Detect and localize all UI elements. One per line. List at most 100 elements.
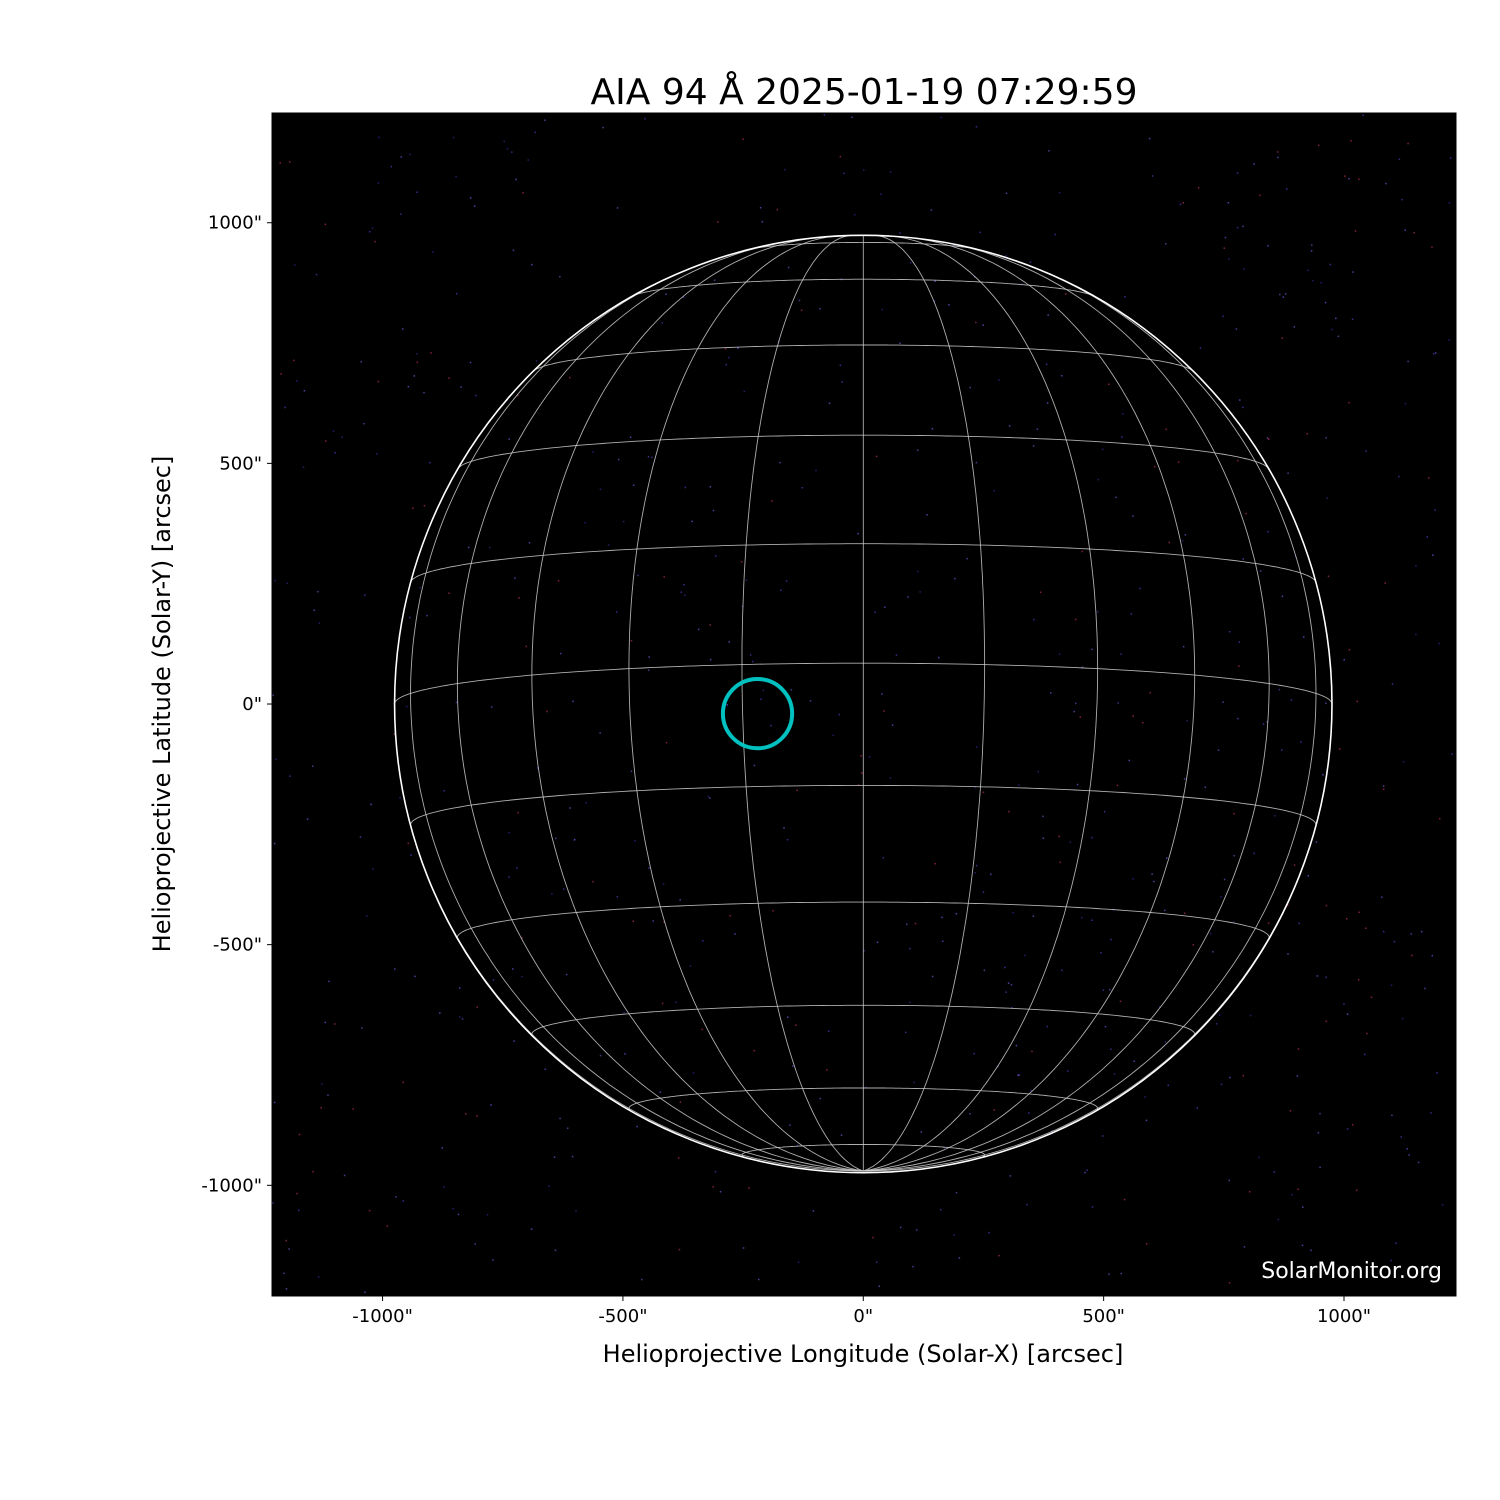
noise-pixel — [713, 279, 716, 281]
noise-pixel — [352, 1108, 354, 1110]
noise-pixel — [296, 1192, 298, 1195]
noise-pixel — [979, 231, 982, 234]
noise-pixel — [1426, 536, 1429, 538]
noise-pixel — [286, 582, 289, 585]
noise-pixel — [644, 117, 646, 120]
noise-pixel — [1381, 896, 1383, 898]
noise-pixel — [327, 1094, 329, 1096]
noise-pixel — [571, 1155, 574, 1158]
noise-pixel — [423, 504, 426, 507]
noise-pixel — [796, 789, 798, 791]
noise-pixel — [629, 436, 632, 438]
noise-pixel — [1168, 541, 1170, 544]
noise-pixel — [862, 169, 865, 171]
noise-pixel — [1080, 917, 1083, 919]
parallel-line — [394, 662, 1333, 705]
noise-pixel — [1427, 477, 1430, 479]
noise-pixel — [954, 577, 956, 580]
noise-pixel — [1238, 641, 1240, 643]
noise-pixel — [677, 1157, 680, 1159]
noise-pixel — [559, 275, 561, 278]
noise-pixel — [1327, 575, 1330, 578]
noise-pixel — [374, 240, 376, 243]
noise-pixel — [1267, 531, 1269, 533]
noise-pixel — [1054, 233, 1056, 236]
noise-pixel — [1281, 595, 1284, 598]
noise-pixel — [303, 389, 306, 392]
noise-pixel — [1227, 201, 1230, 204]
noise-pixel — [905, 923, 908, 926]
noise-pixel — [341, 436, 343, 439]
noise-pixel — [1110, 938, 1112, 941]
parallel-line — [410, 543, 1317, 583]
noise-pixel — [841, 381, 843, 383]
noise-pixel — [889, 171, 892, 173]
noise-pixel — [1266, 437, 1269, 439]
noise-pixel — [415, 353, 418, 355]
noise-pixel — [469, 196, 472, 199]
noise-pixel — [1242, 406, 1244, 409]
noise-pixel — [1163, 909, 1166, 912]
noise-pixel — [1410, 933, 1412, 935]
noise-pixel — [1151, 175, 1154, 177]
noise-pixel — [546, 710, 548, 713]
noise-pixel — [569, 807, 571, 809]
noise-pixel — [917, 570, 919, 573]
noise-pixel — [1417, 1161, 1420, 1164]
noise-pixel — [1438, 817, 1441, 820]
noise-pixel — [275, 758, 277, 761]
noise-pixel — [416, 361, 419, 364]
noise-pixel — [432, 251, 434, 253]
noise-pixel — [651, 456, 653, 459]
x-tick-label: 500" — [1082, 1306, 1125, 1327]
noise-pixel — [784, 168, 786, 171]
noise-pixel — [274, 579, 276, 582]
noise-pixel — [1181, 539, 1184, 542]
noise-pixel — [1382, 785, 1385, 787]
noise-pixel — [819, 1097, 822, 1100]
noise-pixel — [1164, 1041, 1167, 1043]
noise-pixel — [475, 394, 477, 397]
noise-pixel — [832, 734, 835, 737]
noise-pixel — [679, 1101, 682, 1103]
x-axis-label: Helioprojective Longitude (Solar-X) [arc… — [603, 1340, 1124, 1368]
noise-pixel — [909, 947, 911, 950]
noise-pixel — [428, 461, 431, 464]
noise-pixel — [370, 803, 372, 806]
noise-pixel — [1382, 788, 1385, 790]
noise-pixel — [827, 1030, 830, 1033]
noise-pixel — [728, 641, 730, 643]
noise-pixel — [1064, 293, 1067, 295]
noise-pixel — [895, 654, 898, 656]
noise-pixel — [1277, 1218, 1280, 1221]
noise-pixel — [324, 440, 327, 442]
noise-pixel — [1356, 700, 1358, 703]
noise-pixel — [874, 611, 876, 614]
noise-pixel — [916, 449, 919, 451]
noise-pixel — [516, 867, 518, 869]
noise-pixel — [602, 126, 604, 129]
noise-pixel — [920, 1131, 923, 1133]
noise-pixel — [376, 453, 378, 455]
noise-pixel — [288, 1248, 290, 1250]
noise-pixel — [1346, 1013, 1349, 1015]
noise-pixel — [1091, 919, 1093, 922]
noise-pixel — [1298, 922, 1300, 925]
noise-pixel — [1122, 412, 1124, 415]
noise-pixel — [393, 733, 396, 735]
noise-pixel — [1007, 982, 1010, 984]
noise-pixel — [1344, 175, 1346, 177]
noise-pixel — [1033, 618, 1035, 621]
noise-pixel — [875, 455, 878, 458]
noise-pixel — [828, 402, 831, 405]
noise-pixel — [1229, 1076, 1231, 1079]
noise-pixel — [296, 380, 298, 382]
noise-pixel — [416, 191, 418, 193]
noise-pixel — [405, 705, 408, 708]
noise-pixel — [1117, 702, 1119, 704]
noise-pixel — [1220, 895, 1222, 898]
noise-pixel — [569, 376, 571, 379]
noise-pixel — [843, 172, 845, 175]
noise-pixel — [909, 261, 912, 264]
noise-pixel — [1382, 930, 1385, 933]
